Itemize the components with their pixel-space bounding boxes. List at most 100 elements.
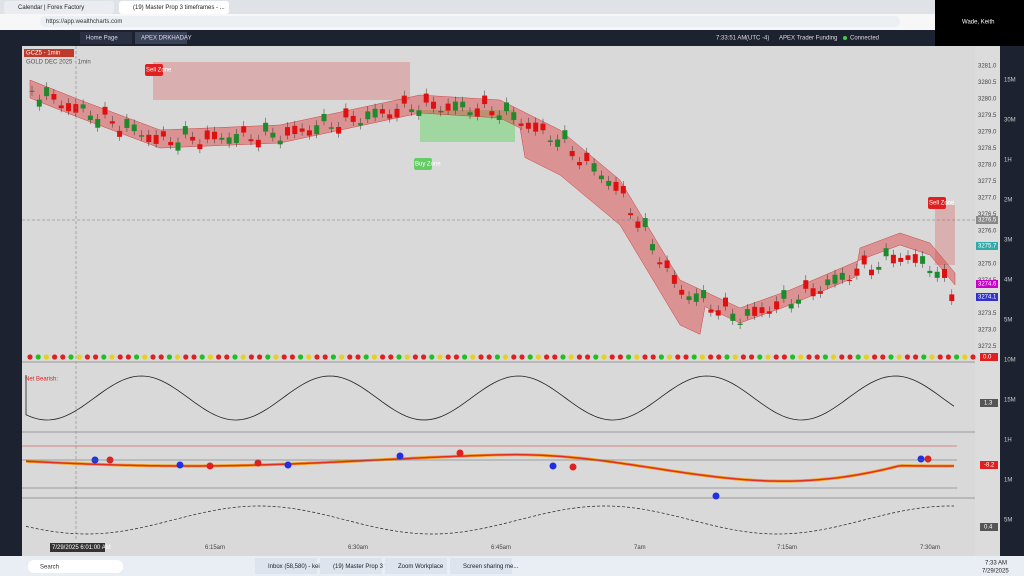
timeframe[interactable]: 15M (1004, 78, 1016, 84)
candle-body (365, 111, 371, 120)
signal-dot (806, 354, 812, 360)
signal-dot (76, 354, 82, 360)
candle-body (671, 275, 677, 284)
zone-marker (145, 64, 163, 76)
app-tab[interactable] (80, 32, 132, 44)
timeframe[interactable]: 30M (1004, 118, 1016, 124)
candle-body (839, 272, 845, 280)
signal-dot (216, 354, 222, 360)
timeframe[interactable]: 2M (1004, 198, 1012, 204)
candle-body (927, 270, 933, 274)
timeframe[interactable]: 10M (1004, 358, 1016, 364)
candle-body (474, 108, 480, 117)
signal-dot (166, 354, 172, 360)
browser-tab[interactable] (4, 1, 114, 14)
candle-body (124, 118, 130, 128)
time-label: 7am (634, 545, 646, 551)
signal-dot (552, 354, 558, 360)
signal-dot (453, 354, 459, 360)
legend: GOLD DEC 2025 · 1min (26, 60, 91, 66)
signal-dot (486, 354, 492, 360)
signal-dot (43, 354, 50, 360)
candle-body (817, 291, 823, 294)
candle-body (431, 101, 436, 109)
candle-body (701, 290, 707, 299)
signal-dot (437, 354, 443, 360)
signal-dot (60, 354, 66, 360)
oscillator-line (25, 375, 955, 421)
signal-dot (298, 354, 304, 360)
app-tab[interactable] (135, 32, 187, 44)
signal-dot (232, 354, 238, 360)
price-badge (976, 293, 998, 301)
signal-dot (757, 354, 763, 360)
timeframe[interactable]: 1H (1004, 158, 1012, 164)
signal-dot (585, 354, 591, 360)
candle-body (664, 260, 670, 269)
panel-value: 0.4 (984, 525, 993, 531)
timeframe[interactable]: 1H (1004, 438, 1012, 444)
taskbar-app[interactable] (385, 558, 447, 574)
candle-body (445, 103, 451, 111)
signal-dot (199, 354, 205, 360)
taskbar-app[interactable] (320, 558, 382, 574)
time-label: 7:15am (777, 545, 797, 551)
tab-strip (0, 0, 1024, 14)
timeframe[interactable]: 15M (1004, 398, 1016, 404)
candle-body (336, 126, 342, 134)
price-label: 3281.0 (978, 64, 997, 70)
taskbar-app[interactable] (255, 558, 317, 574)
price-label: 3280.0 (978, 97, 997, 103)
signal-dot (839, 354, 845, 360)
candle-body (803, 280, 809, 289)
account: APEX Trader Funding (779, 36, 837, 42)
ma-dot (456, 449, 464, 457)
signal-dot (503, 354, 509, 360)
url-field[interactable] (40, 16, 900, 27)
signal-dot (478, 354, 484, 360)
timeframe[interactable]: 4M (1004, 278, 1012, 284)
signal-dot (355, 354, 361, 360)
signal-dot (872, 354, 878, 360)
candle-body (51, 94, 57, 100)
ma-dot (549, 462, 557, 470)
signal-dot (322, 354, 328, 360)
taskbar-app[interactable] (450, 558, 512, 574)
candle-body (29, 90, 35, 92)
candle-body (934, 271, 940, 278)
signal-dot (93, 354, 99, 360)
candle-body (598, 175, 604, 180)
timeframe[interactable]: 5M (1004, 518, 1012, 524)
search-box[interactable] (28, 560, 123, 573)
browser-tab[interactable] (119, 1, 229, 14)
signal-dot (617, 354, 624, 360)
candle-body (438, 111, 444, 113)
timeframe[interactable]: 1M (1004, 478, 1012, 484)
signal-dot (339, 354, 345, 360)
timeframe-column (1000, 46, 1024, 556)
candle-body (168, 141, 174, 146)
candle-body (898, 257, 904, 262)
timeframe[interactable]: 5M (1004, 318, 1012, 324)
signal-dot (699, 354, 706, 360)
candle-body (847, 280, 853, 282)
tray-time: 7:33 AM (985, 561, 1007, 567)
signal-dot (142, 354, 148, 360)
candle-body (95, 119, 101, 128)
candle-body (255, 139, 261, 148)
signal-dot (863, 354, 870, 360)
candle-body (482, 95, 488, 105)
candle-body (182, 126, 188, 135)
price-label: 3278.5 (978, 146, 997, 152)
timeframe[interactable]: 3M (1004, 238, 1012, 244)
signal-dot (847, 354, 853, 360)
taskbar-app-title: Screen sharing me... (463, 564, 519, 570)
candle-body (233, 134, 239, 144)
panel-value: -8.2 (984, 463, 995, 469)
candle-body (292, 125, 298, 135)
symbol-badge[interactable] (24, 49, 74, 57)
signal-dot (855, 354, 861, 360)
candle-body (949, 294, 955, 301)
time-label: 6:15am (205, 545, 225, 551)
ma-dot (917, 455, 925, 463)
